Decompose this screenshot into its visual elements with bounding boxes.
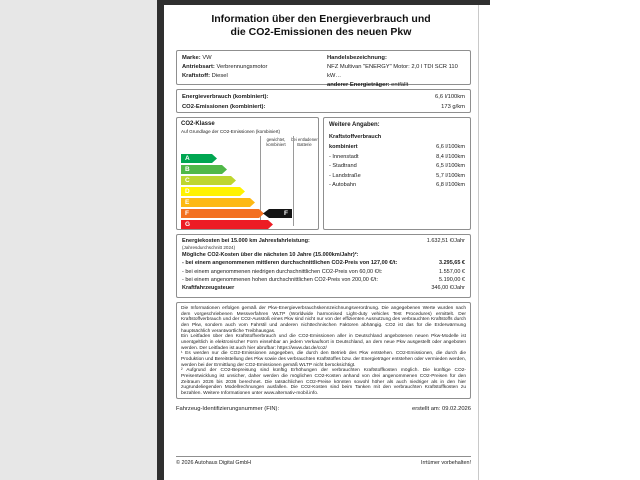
fine-print-box: Die Informationen erfolgen gemäß der Pkw… bbox=[176, 302, 471, 399]
energy-label-page: Information über den Energieverbrauch un… bbox=[164, 5, 479, 480]
co2-class-box: CO2-Klasse Auf Grundlage der CO2-Emissio… bbox=[176, 117, 319, 230]
fine-print-paragraph-2: Ein Leitfaden über den Kraftstoffverbrau… bbox=[181, 334, 466, 351]
fin-row: Fahrzeug-Identifizierungsnummer (FIN): e… bbox=[176, 406, 471, 412]
energieverbrauch-label: Energieverbrauch (kombiniert): bbox=[182, 94, 269, 100]
vehicle-info-box: Marke: VW Antriebsart: Verbrennungsmotor… bbox=[176, 50, 471, 88]
fine-print-paragraph-1: Die Informationen erfolgen gemäß der Pkw… bbox=[181, 306, 466, 334]
co2-emissions-row: CO2-Emissionen (kombiniert): 173 g/km bbox=[182, 102, 465, 112]
antriebsart-label: Antriebsart: bbox=[182, 64, 215, 70]
energietraeger-label: anderer Energieträger: bbox=[327, 82, 390, 88]
disclaimer-text: Irrtümer vorbehalten! bbox=[420, 460, 471, 466]
kraftstoff-value: Diesel bbox=[211, 73, 228, 79]
kraftstoff-row: Kraftstoff: Diesel bbox=[182, 72, 465, 81]
consumption-row: kombiniert 6,6 l/100km bbox=[329, 144, 465, 150]
energietraeger-row: anderer Energieträger: entfällt bbox=[327, 81, 465, 90]
co2-class-arrow-c: C bbox=[181, 176, 236, 185]
co2-class-arrow-a: A bbox=[181, 154, 217, 163]
co2-emissions-label: CO2-Emissionen (kombiniert): bbox=[182, 104, 266, 110]
co2-kosten-heading-row: Mögliche CO2-Kosten über die nächsten 10… bbox=[182, 252, 359, 259]
co2-class-scale: A B C D E F G bbox=[181, 154, 273, 231]
footer-divider bbox=[176, 456, 471, 457]
co2-class-arrow-e: E bbox=[181, 198, 255, 207]
co2-class-col1-header: gewichtet, kombiniert bbox=[266, 137, 286, 148]
kraftfahrzeugsteuer-row: Kraftfahrzeugsteuer 346,00 €/Jahr bbox=[182, 285, 465, 292]
energiekosten-row: Energiekosten bei 15.000 km Jahresfahrle… bbox=[182, 238, 465, 244]
handelsbezeichnung-value: NFZ Multivan "ENERGY" Motor: 2,0 l TDI S… bbox=[327, 64, 458, 79]
marke-label: Marke: bbox=[182, 55, 201, 61]
co2-cost-row: - bei einem angenommenen niedrigen durch… bbox=[182, 268, 465, 275]
viewer-left-edge-bar bbox=[157, 0, 164, 480]
co2-class-col-separator-2 bbox=[293, 136, 294, 226]
co2-cost-row: - bei einem angenommenen mittleren durch… bbox=[182, 260, 465, 267]
energieverbrauch-value: 6,6 l/100km bbox=[435, 94, 465, 100]
co2-class-arrow-d: D bbox=[181, 187, 245, 196]
page-title-line1: Information über den Energieverbrauch un… bbox=[211, 13, 431, 25]
viewer-left-gutter bbox=[0, 0, 157, 480]
kraftstoffverbrauch-heading: Kraftstoffverbrauch bbox=[329, 134, 382, 140]
weitere-angaben-title: Weitere Angaben: bbox=[329, 122, 380, 128]
footer-row: © 2026 Autohaus Digital GmbH Irrtümer vo… bbox=[176, 460, 471, 466]
fin-label: Fahrzeug-Identifizierungsnummer (FIN): bbox=[176, 406, 280, 412]
co2-class-col2-header: bei entladener Batterie bbox=[291, 137, 318, 148]
antriebsart-value: Verbrennungsmotor bbox=[216, 64, 268, 70]
page-title-line2: die CO2-Emissionen des neuen Pkw bbox=[230, 26, 412, 38]
marke-value: VW bbox=[202, 55, 212, 61]
vehicle-info-right-col: Handelsbezeichnung: NFZ Multivan "ENERGY… bbox=[327, 54, 465, 90]
marke-row: Marke: VW bbox=[182, 54, 465, 63]
jahresdurchschnitt-note: (Jahresdurchschnitt 2024) bbox=[182, 245, 236, 251]
consumption-row: - Landstraße 5,7 l/100km bbox=[329, 172, 465, 179]
co2-class-title: CO2-Klasse bbox=[181, 121, 215, 127]
created-date: erstellt am: 09.02.2026 bbox=[412, 406, 471, 412]
co2-emissions-value: 173 g/km bbox=[441, 104, 465, 110]
weitere-angaben-box: Weitere Angaben: Kraftstoffverbrauch kom… bbox=[323, 117, 471, 230]
co2-class-col-separator-1 bbox=[260, 136, 261, 226]
co2-class-arrow-f: F bbox=[181, 209, 264, 218]
viewer-top-edge-bar bbox=[157, 0, 490, 5]
co2-class-rating: F bbox=[284, 210, 288, 217]
energy-costs-box: Energiekosten bei 15.000 km Jahresfahrle… bbox=[176, 234, 471, 298]
consumption-row: - Innenstadt 8,4 l/100km bbox=[329, 153, 465, 160]
fine-print-footnote-1: ¹ Es werden nur die CO2-Emissionen angeg… bbox=[181, 351, 466, 368]
fine-print-footnote-2: ² Aufgrund der CO2-Bepreisung sind künft… bbox=[181, 368, 466, 396]
antriebsart-row: Antriebsart: Verbrennungsmotor bbox=[182, 63, 465, 72]
co2-class-subtitle: Auf Grundlage der CO2-Emissionen (kombin… bbox=[181, 129, 281, 134]
consumption-row: - Stadtrand 6,5 l/100km bbox=[329, 163, 465, 169]
co2-class-arrow-b: B bbox=[181, 165, 227, 174]
energietraeger-value: entfällt bbox=[391, 82, 409, 88]
co2-cost-row: - bei einem angenommenen hohen durchschn… bbox=[182, 276, 465, 283]
combined-consumption-box: Energieverbrauch (kombiniert): 6,6 l/100… bbox=[176, 89, 471, 113]
co2-class-marker: F bbox=[263, 209, 292, 218]
kraftstoff-label: Kraftstoff: bbox=[182, 73, 211, 79]
copyright-text: © 2026 Autohaus Digital GmbH bbox=[176, 460, 251, 466]
energieverbrauch-row: Energieverbrauch (kombiniert): 6,6 l/100… bbox=[182, 92, 465, 102]
co2-class-arrow-g: G bbox=[181, 220, 273, 229]
page-title: Information über den Energieverbrauch un… bbox=[164, 13, 478, 39]
handelsbezeichnung-label: Handelsbezeichnung: bbox=[327, 55, 387, 61]
consumption-row: - Autobahn 6,8 l/100km bbox=[329, 182, 465, 188]
